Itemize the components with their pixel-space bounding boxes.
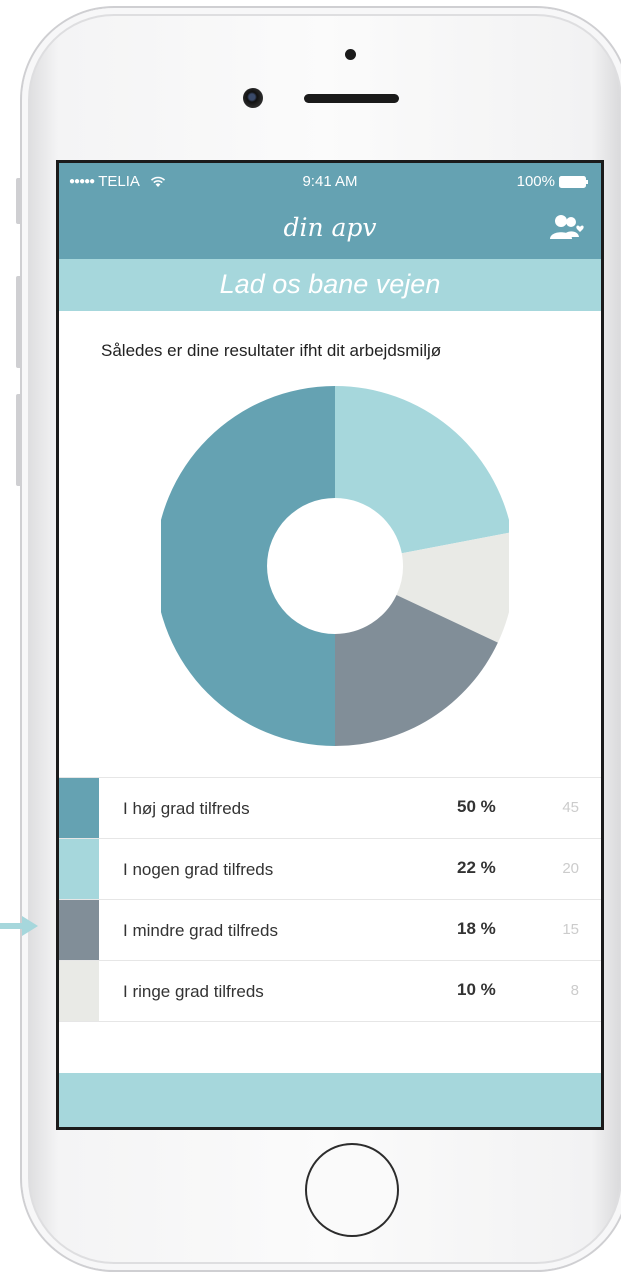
- signal-strength-icon: ●●●●●: [69, 176, 95, 187]
- legend-label: I ringe grad tilfreds: [123, 982, 264, 1001]
- legend-count: 8: [570, 982, 579, 999]
- proximity-sensor: [345, 49, 356, 60]
- legend-swatch: [59, 900, 99, 960]
- legend-percent: 18 %: [457, 919, 496, 938]
- legend-swatch: [59, 961, 99, 1021]
- legend-label: I mindre grad tilfreds: [123, 921, 278, 940]
- legend-swatch: [59, 778, 99, 838]
- status-left: ●●●●● TELIA: [69, 173, 166, 190]
- wifi-icon: [150, 176, 165, 187]
- legend-label: I høj grad tilfreds: [123, 799, 250, 818]
- legend-count: 15: [562, 921, 579, 938]
- banner: Lad os bane vejen: [59, 259, 601, 311]
- app-screen: ●●●●● TELIA 9:41 AM 100% din apv: [59, 163, 601, 1127]
- donut-slice-1: [335, 386, 509, 554]
- app-title: din apv: [283, 213, 377, 242]
- legend-row-some: I nogen grad tilfreds 22 % 20: [59, 838, 601, 899]
- legend-percent: 22 %: [457, 858, 496, 877]
- legend-list: I høj grad tilfreds 50 % 45 I nogen grad…: [59, 777, 601, 1022]
- mute-switch: [16, 178, 22, 224]
- donut-slice-0: [161, 386, 335, 746]
- battery-icon: [559, 175, 588, 188]
- legend-row-high: I høj grad tilfreds 50 % 45: [59, 777, 601, 838]
- carrier-name: TELIA: [98, 173, 140, 190]
- earpiece-speaker: [304, 94, 399, 103]
- legend-row-low: I ringe grad tilfreds 10 % 8: [59, 960, 601, 1022]
- legend-count: 45: [562, 799, 579, 816]
- legend-percent: 50 %: [457, 797, 496, 816]
- legend-swatch: [59, 839, 99, 899]
- battery-percent: 100%: [516, 173, 555, 190]
- home-button[interactable]: [305, 1143, 399, 1237]
- users-heart-icon[interactable]: [549, 213, 585, 243]
- nav-bar: din apv: [59, 201, 601, 259]
- status-bar: ●●●●● TELIA 9:41 AM 100%: [59, 163, 601, 201]
- footer-bar: [59, 1073, 601, 1127]
- phone-screen: ●●●●● TELIA 9:41 AM 100% din apv: [56, 160, 604, 1130]
- donut-chart: [161, 386, 509, 746]
- status-right: 100%: [517, 173, 589, 190]
- results-subtitle: Således er dine resultater ifht dit arbe…: [101, 341, 442, 360]
- legend-label: I nogen grad tilfreds: [123, 860, 274, 879]
- arrow-right-icon: [0, 916, 38, 936]
- front-camera: [243, 88, 263, 108]
- donut-slice-3: [396, 532, 509, 643]
- legend-percent: 10 %: [457, 980, 496, 999]
- donut-slice-2: [335, 594, 498, 746]
- legend-count: 20: [562, 860, 579, 877]
- volume-down-button: [16, 394, 22, 486]
- banner-text: Lad os bane vejen: [219, 269, 441, 299]
- volume-up-button: [16, 276, 22, 368]
- legend-row-lesser: I mindre grad tilfreds 18 % 15: [59, 899, 601, 960]
- status-time: 9:41 AM: [302, 173, 358, 190]
